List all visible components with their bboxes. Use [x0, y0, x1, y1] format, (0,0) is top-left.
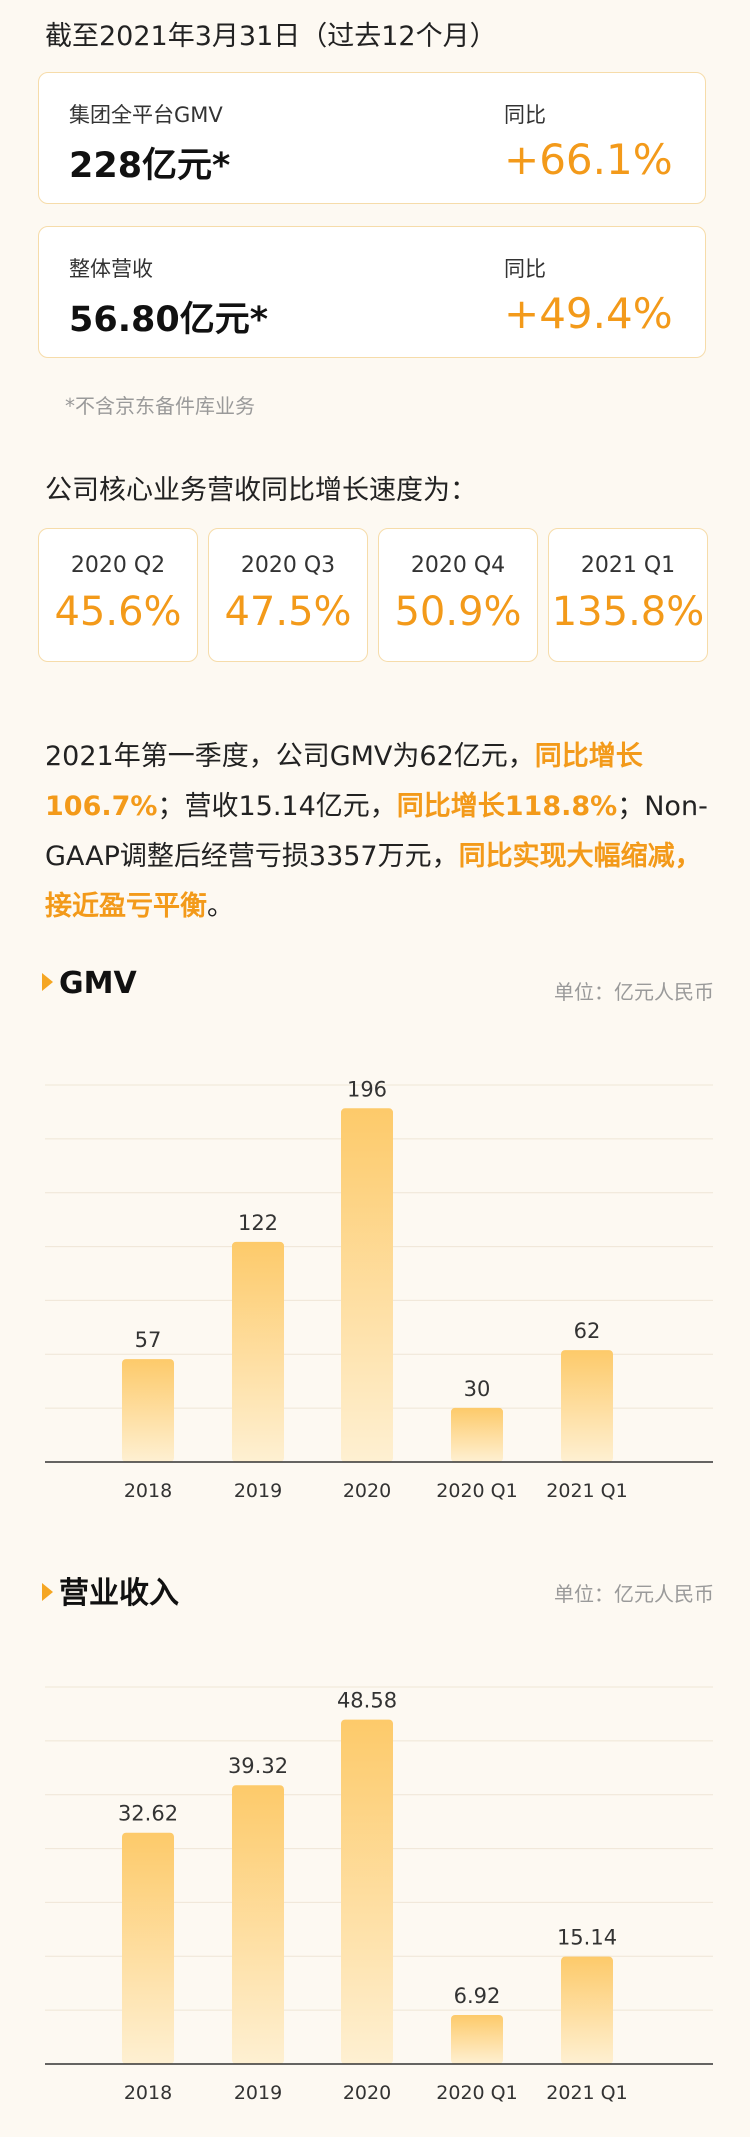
- growth-card: 2020 Q3 47.5%: [208, 528, 368, 662]
- summary-text: 2021年第一季度，公司GMV为62亿元，: [45, 741, 535, 772]
- bar-value-label: 122: [238, 1211, 278, 1235]
- growth-quarter: 2021 Q1: [580, 553, 676, 578]
- bar-value-label: 6.92: [454, 1984, 501, 2008]
- bar-value-label: 15.14: [557, 1926, 617, 1950]
- bar-2020-q1: [451, 1407, 503, 1462]
- gmv-bar-chart: 57 2018 122 2019 196 2020 30 2020 Q1 62 2021 Q1: [45, 1077, 713, 1502]
- growth-card: 2020 Q2 45.6%: [38, 528, 198, 662]
- growth-value: 47.5%: [224, 589, 352, 635]
- chart-title-text: 营业收入: [59, 1576, 179, 1611]
- bar-2020: [341, 1719, 393, 2064]
- x-tick-label: 2018: [124, 1480, 172, 1502]
- gmv-chart-title: GMV: [42, 966, 137, 1001]
- summary-text: 。: [207, 891, 234, 922]
- yoy-value: +66.1%: [504, 135, 673, 184]
- x-tick-label: 2021 Q1: [546, 2082, 627, 2104]
- x-tick-label: 2020: [343, 2082, 391, 2104]
- bar-value-label: 48.58: [337, 1689, 397, 1713]
- bar-2018: [122, 1359, 174, 1462]
- yoy-label: 同比: [504, 257, 546, 281]
- growth-card: 2021 Q1 135.8%: [548, 528, 708, 662]
- revenue-metric-card: 整体营收 56.80亿元* 同比 +49.4%: [38, 226, 706, 358]
- summary-text: ；Non-GAAP调整后经营亏损3357万元，: [45, 791, 708, 872]
- revenue-unit-label: 单位：亿元人民币: [554, 1582, 714, 1606]
- summary-highlight: 同比增长106.7%: [45, 741, 643, 822]
- triangle-marker-icon: [42, 973, 53, 991]
- bar-2021-q1: [561, 1956, 613, 2064]
- period-title: 截至2021年3月31日（过去12个月）: [45, 21, 497, 52]
- x-tick-label: 2019: [234, 2082, 282, 2104]
- triangle-marker-icon: [42, 1583, 53, 1601]
- gmv-unit-label: 单位：亿元人民币: [554, 980, 714, 1004]
- x-tick-label: 2020 Q1: [436, 1480, 517, 1502]
- bar-value-label: 57: [135, 1328, 162, 1352]
- revenue-chart-title: 营业收入: [42, 1568, 179, 1612]
- footnote: *不含京东备件库业务: [65, 394, 255, 418]
- chart-title-text: GMV: [59, 966, 137, 1001]
- metric-label: 整体营收: [69, 257, 153, 281]
- yoy-label: 同比: [504, 103, 546, 127]
- growth-quarter: 2020 Q2: [70, 553, 166, 578]
- bar-2019: [232, 1241, 284, 1462]
- bar-2021-q1: [561, 1350, 613, 1462]
- bar-value-label: 62: [574, 1319, 601, 1343]
- core-growth-title: 公司核心业务营收同比增长速度为：: [45, 475, 477, 506]
- metric-value: 228亿元*: [69, 146, 231, 186]
- yoy-value: +49.4%: [504, 289, 673, 338]
- revenue-chart: 32.62 2018 39.32 2019 48.58 2020 6.92 2020 Q1 15…: [0, 1632, 750, 2132]
- growth-value: 45.6%: [54, 589, 182, 635]
- growth-value: 135.8%: [551, 589, 705, 635]
- bar-value-label: 196: [347, 1077, 387, 1101]
- metric-label: 集团全平台GMV: [69, 103, 223, 127]
- x-tick-label: 2019: [234, 1480, 282, 1502]
- x-tick-label: 2018: [124, 2082, 172, 2104]
- summary-highlight: 同比实现大幅缩减，接近盈亏平衡: [45, 841, 702, 922]
- x-tick-label: 2020 Q1: [436, 2082, 517, 2104]
- x-tick-label: 2020: [343, 1480, 391, 1502]
- revenue-bar-chart: 32.62 2018 39.32 2019 48.58 2020 6.92 2020 Q1 15…: [45, 1686, 713, 2104]
- summary-highlight: 同比增长118.8%: [396, 791, 618, 822]
- gmv-metric-card: 集团全平台GMV 228亿元* 同比 +66.1%: [38, 72, 706, 204]
- bar-value-label: 39.32: [228, 1754, 288, 1778]
- x-tick-label: 2021 Q1: [546, 1480, 627, 1502]
- growth-value: 50.9%: [394, 589, 522, 635]
- metric-value: 56.80亿元*: [69, 300, 269, 340]
- bar-value-label: 30: [464, 1377, 491, 1401]
- bar-2020-q1: [451, 2014, 503, 2064]
- growth-card: 2020 Q4 50.9%: [378, 528, 538, 662]
- bar-2019: [232, 1785, 284, 2064]
- growth-quarter: 2020 Q4: [410, 553, 506, 578]
- bar-2020: [341, 1108, 393, 1462]
- growth-quarter: 2020 Q3: [240, 553, 336, 578]
- bar-2018: [122, 1832, 174, 2064]
- gmv-chart: 57 2018 122 2019 196 2020 30 2020 Q1 62 2021 Q1: [0, 1030, 750, 1520]
- summary-text: ；营收15.14亿元，: [157, 791, 397, 822]
- q1-summary: 2021年第一季度，公司GMV为62亿元，同比增长106.7%；营收15.14亿…: [45, 732, 715, 932]
- bar-value-label: 32.62: [118, 1802, 178, 1826]
